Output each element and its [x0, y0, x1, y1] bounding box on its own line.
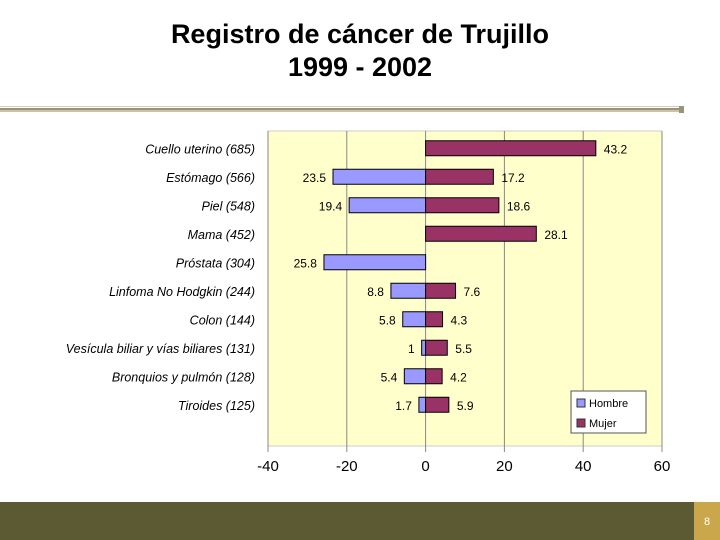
- data-label: 5.4: [381, 370, 398, 384]
- data-label: 1.7: [395, 399, 412, 413]
- bar-hombre: [390, 282, 427, 299]
- data-label: 5.8: [379, 313, 396, 327]
- bar-hombre: [402, 311, 427, 328]
- data-label: 19.4: [319, 199, 343, 213]
- bar-mujer: [425, 140, 597, 157]
- bar-mujer: [425, 368, 443, 385]
- x-tick-label: 60: [654, 458, 671, 475]
- bar-mujer: [425, 168, 494, 185]
- x-tick-label: 40: [575, 458, 592, 475]
- x-tick-label: -40: [257, 458, 279, 475]
- title-divider-end: [679, 106, 684, 113]
- data-label: 25.8: [294, 256, 318, 270]
- x-tick-label: 0: [421, 458, 429, 475]
- title-divider: [0, 106, 684, 112]
- data-label: 8.8: [367, 285, 384, 299]
- data-label: 43.2: [604, 142, 628, 156]
- category-label: Tiroides (125): [178, 399, 255, 413]
- category-label: Piel (548): [202, 199, 256, 213]
- bar-mujer: [425, 282, 457, 299]
- bar-hombre: [403, 368, 427, 385]
- category-label: Próstata (304): [176, 256, 255, 270]
- slide-title-line2: 1999 - 2002: [287, 52, 433, 82]
- bar-hombre: [323, 254, 427, 271]
- data-label: 4.2: [450, 370, 467, 384]
- category-label: Colon (144): [190, 313, 255, 327]
- footer-accent: [694, 502, 720, 540]
- value-labels: 23.5 19.4 25.8 8.8 5.8 1 5.4 1.7 43.2 17.2 18.6 28.…: [294, 142, 628, 413]
- category-label: Linfoma No Hodgkin (244): [109, 285, 255, 299]
- x-axis-ticks: -40 -20 0 20 40 60: [257, 458, 670, 475]
- category-label: Mama (452): [188, 228, 255, 242]
- slide-title: Registro de cáncer de Trujillo 1999 - 20…: [0, 18, 720, 84]
- bar-mujer: [425, 396, 450, 413]
- bar-mujer: [425, 339, 448, 356]
- data-label: 17.2: [501, 171, 525, 185]
- category-label: Estómago (566): [166, 171, 255, 185]
- data-label: 23.5: [303, 171, 327, 185]
- data-label: 18.6: [507, 199, 531, 213]
- bar-hombre: [421, 339, 427, 356]
- data-label: 28.1: [544, 228, 568, 242]
- page-number: 8: [703, 516, 711, 528]
- data-label: 5.9: [457, 399, 474, 413]
- bar-hombre: [348, 197, 427, 214]
- bar-hombre: [332, 168, 427, 185]
- data-label: 5.5: [455, 342, 472, 356]
- category-label: Bronquios y pulmón (128): [112, 370, 255, 384]
- x-tick-label: -20: [336, 458, 358, 475]
- category-label: Vesícula biliar y vías biliares (131): [66, 342, 255, 356]
- x-tick-label: 20: [496, 458, 513, 475]
- slide-footer: [0, 502, 720, 540]
- category-labels: Cuello uterino (685) Estómago (566) Piel (…: [66, 142, 255, 413]
- bars: [323, 140, 597, 413]
- bar-hombre: [418, 396, 427, 413]
- slide-title-line1: Registro de cáncer de Trujillo: [170, 19, 550, 49]
- bar-mujer: [425, 311, 444, 328]
- legend: Hombre Mujer: [570, 390, 647, 434]
- legend-label-mujer: Mujer: [589, 418, 617, 430]
- legend-label-hombre: Hombre: [589, 398, 628, 410]
- category-label: Cuello uterino (685): [145, 142, 255, 156]
- legend-swatch-hombre: [576, 398, 586, 408]
- bar-mujer: [425, 197, 500, 214]
- legend-swatch-mujer: [576, 418, 586, 428]
- data-label: 7.6: [464, 285, 481, 299]
- data-label: 4.3: [451, 313, 468, 327]
- bar-chart: Cuello uterino (685) Estómago (566) Piel (…: [66, 130, 670, 475]
- bar-mujer: [425, 225, 537, 242]
- data-label: 1: [408, 342, 415, 356]
